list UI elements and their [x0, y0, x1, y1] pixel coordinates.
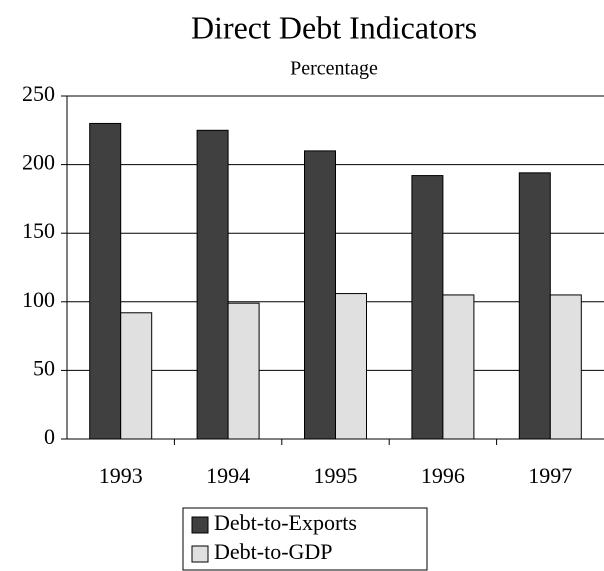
legend-swatch [191, 545, 209, 563]
bar [304, 150, 336, 440]
bar [549, 294, 582, 440]
bar [335, 293, 367, 440]
bar [518, 172, 551, 440]
y-tick-label: 0 [44, 424, 55, 449]
y-tick-label: 150 [22, 218, 55, 243]
x-tick-label: 1994 [206, 463, 250, 488]
bar [196, 129, 229, 440]
y-tick-label: 100 [22, 287, 55, 312]
x-tick-label: 1996 [421, 463, 465, 488]
x-tick-label: 1995 [314, 463, 358, 488]
bar [411, 175, 444, 440]
legend-swatch [191, 516, 209, 534]
chart-subtitle: Percentage [290, 58, 378, 80]
legend-label: Debt-to-Exports [214, 510, 357, 535]
legend-label: Debt-to-GDP [214, 539, 333, 564]
bar [227, 302, 260, 440]
bar [442, 294, 475, 440]
x-tick-label: 1997 [528, 463, 572, 488]
legend-box [182, 507, 428, 571]
bar [89, 122, 122, 440]
bar [120, 312, 153, 440]
chart-title: Direct Debt Indicators [191, 9, 477, 45]
x-tick-label: 1993 [99, 463, 143, 488]
y-tick-label: 200 [22, 150, 55, 175]
y-tick-label: 50 [33, 355, 55, 380]
y-tick-label: 250 [22, 81, 55, 106]
